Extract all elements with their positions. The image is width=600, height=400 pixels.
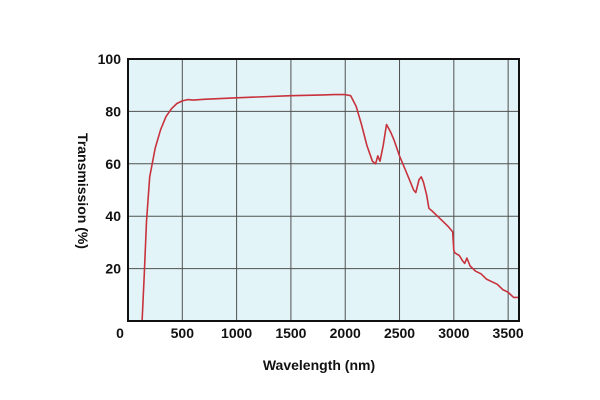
x-tick-label: 500: [171, 325, 195, 341]
x-axis-ticks: 0 500 1000 1500 2000 2500 3000 3500: [116, 325, 524, 341]
y-tick-label: 80: [105, 103, 121, 119]
y-tick-label: 100: [98, 51, 122, 67]
x-axis-title: Wavelength (nm): [263, 357, 375, 373]
x-tick-label: 0: [116, 325, 124, 341]
plot-background: [128, 59, 519, 321]
x-tick-label: 3000: [438, 325, 469, 341]
y-axis-title: Transmission (%): [75, 133, 91, 249]
x-tick-label: 1000: [221, 325, 252, 341]
grid-lines: [128, 59, 519, 321]
plot-frame: [127, 58, 520, 322]
y-tick-label: 20: [105, 261, 121, 277]
y-tick-label: 40: [105, 208, 121, 224]
x-tick-label: 2000: [330, 325, 361, 341]
x-tick-label: 1500: [275, 325, 306, 341]
y-axis-ticks: 20 40 60 80 100: [98, 51, 122, 277]
x-tick-label: 3500: [493, 325, 524, 341]
y-tick-label: 60: [105, 156, 121, 172]
x-tick-label: 2500: [384, 325, 415, 341]
transmission-curve: [141, 93, 519, 322]
